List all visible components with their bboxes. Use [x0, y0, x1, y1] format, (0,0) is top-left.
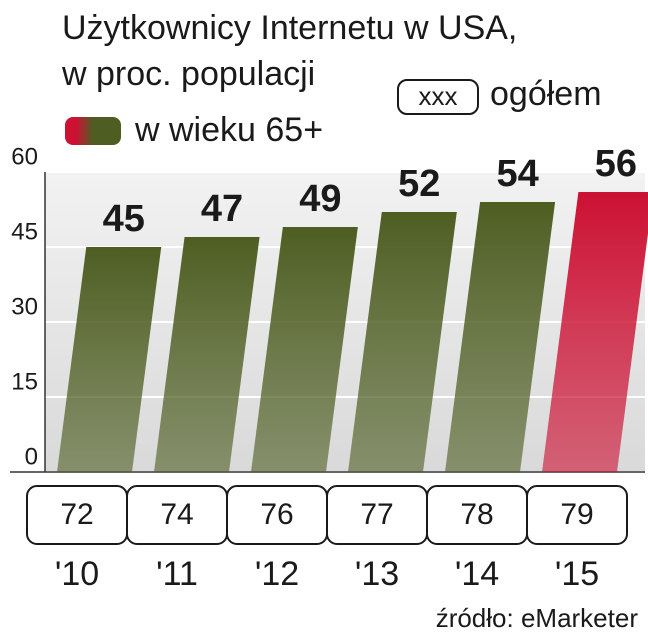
x-tick-label: '12 [255, 555, 299, 593]
total-value: 72 [60, 498, 93, 531]
legend-swatch [65, 117, 121, 145]
y-tick-label: 45 [11, 218, 38, 245]
value-label: 45 [103, 198, 145, 240]
bar [445, 202, 556, 472]
total-value: 77 [360, 498, 393, 531]
value-label: 54 [496, 153, 538, 195]
bar [542, 192, 648, 472]
value-label: 52 [398, 163, 440, 205]
y-tick-label: 30 [11, 293, 38, 320]
bar [154, 237, 260, 472]
x-tick-label: '10 [55, 555, 99, 593]
bar [57, 247, 162, 472]
y-tick-label: 15 [11, 368, 38, 395]
total-value: 74 [160, 498, 193, 531]
y-tick-label: 60 [11, 143, 38, 170]
x-tick-label: '11 [156, 555, 198, 593]
bar [251, 227, 358, 472]
total-value: 79 [560, 498, 593, 531]
chart-subtitle: w proc. populacji [61, 55, 315, 93]
source: źródło: eMarketer [436, 603, 639, 633]
legend-total-sample: xxx [419, 81, 458, 111]
x-tick-label: '14 [455, 555, 499, 593]
legend-series-label: w wieku 65+ [134, 111, 323, 149]
y-tick-label: 0 [25, 443, 38, 470]
x-tick-label: '13 [355, 555, 399, 593]
total-box [526, 485, 628, 545]
chart-title: Użytkownicy Internetu w USA, [62, 9, 517, 47]
value-label: 56 [595, 143, 637, 185]
value-label: 49 [299, 178, 341, 220]
total-value: 78 [460, 498, 493, 531]
legend-total-label: ogółem [490, 75, 602, 113]
bar [348, 212, 457, 472]
legend-total-box [397, 79, 479, 115]
total-value: 76 [260, 498, 293, 531]
x-tick-label: '15 [555, 555, 599, 593]
value-label: 47 [201, 188, 243, 230]
